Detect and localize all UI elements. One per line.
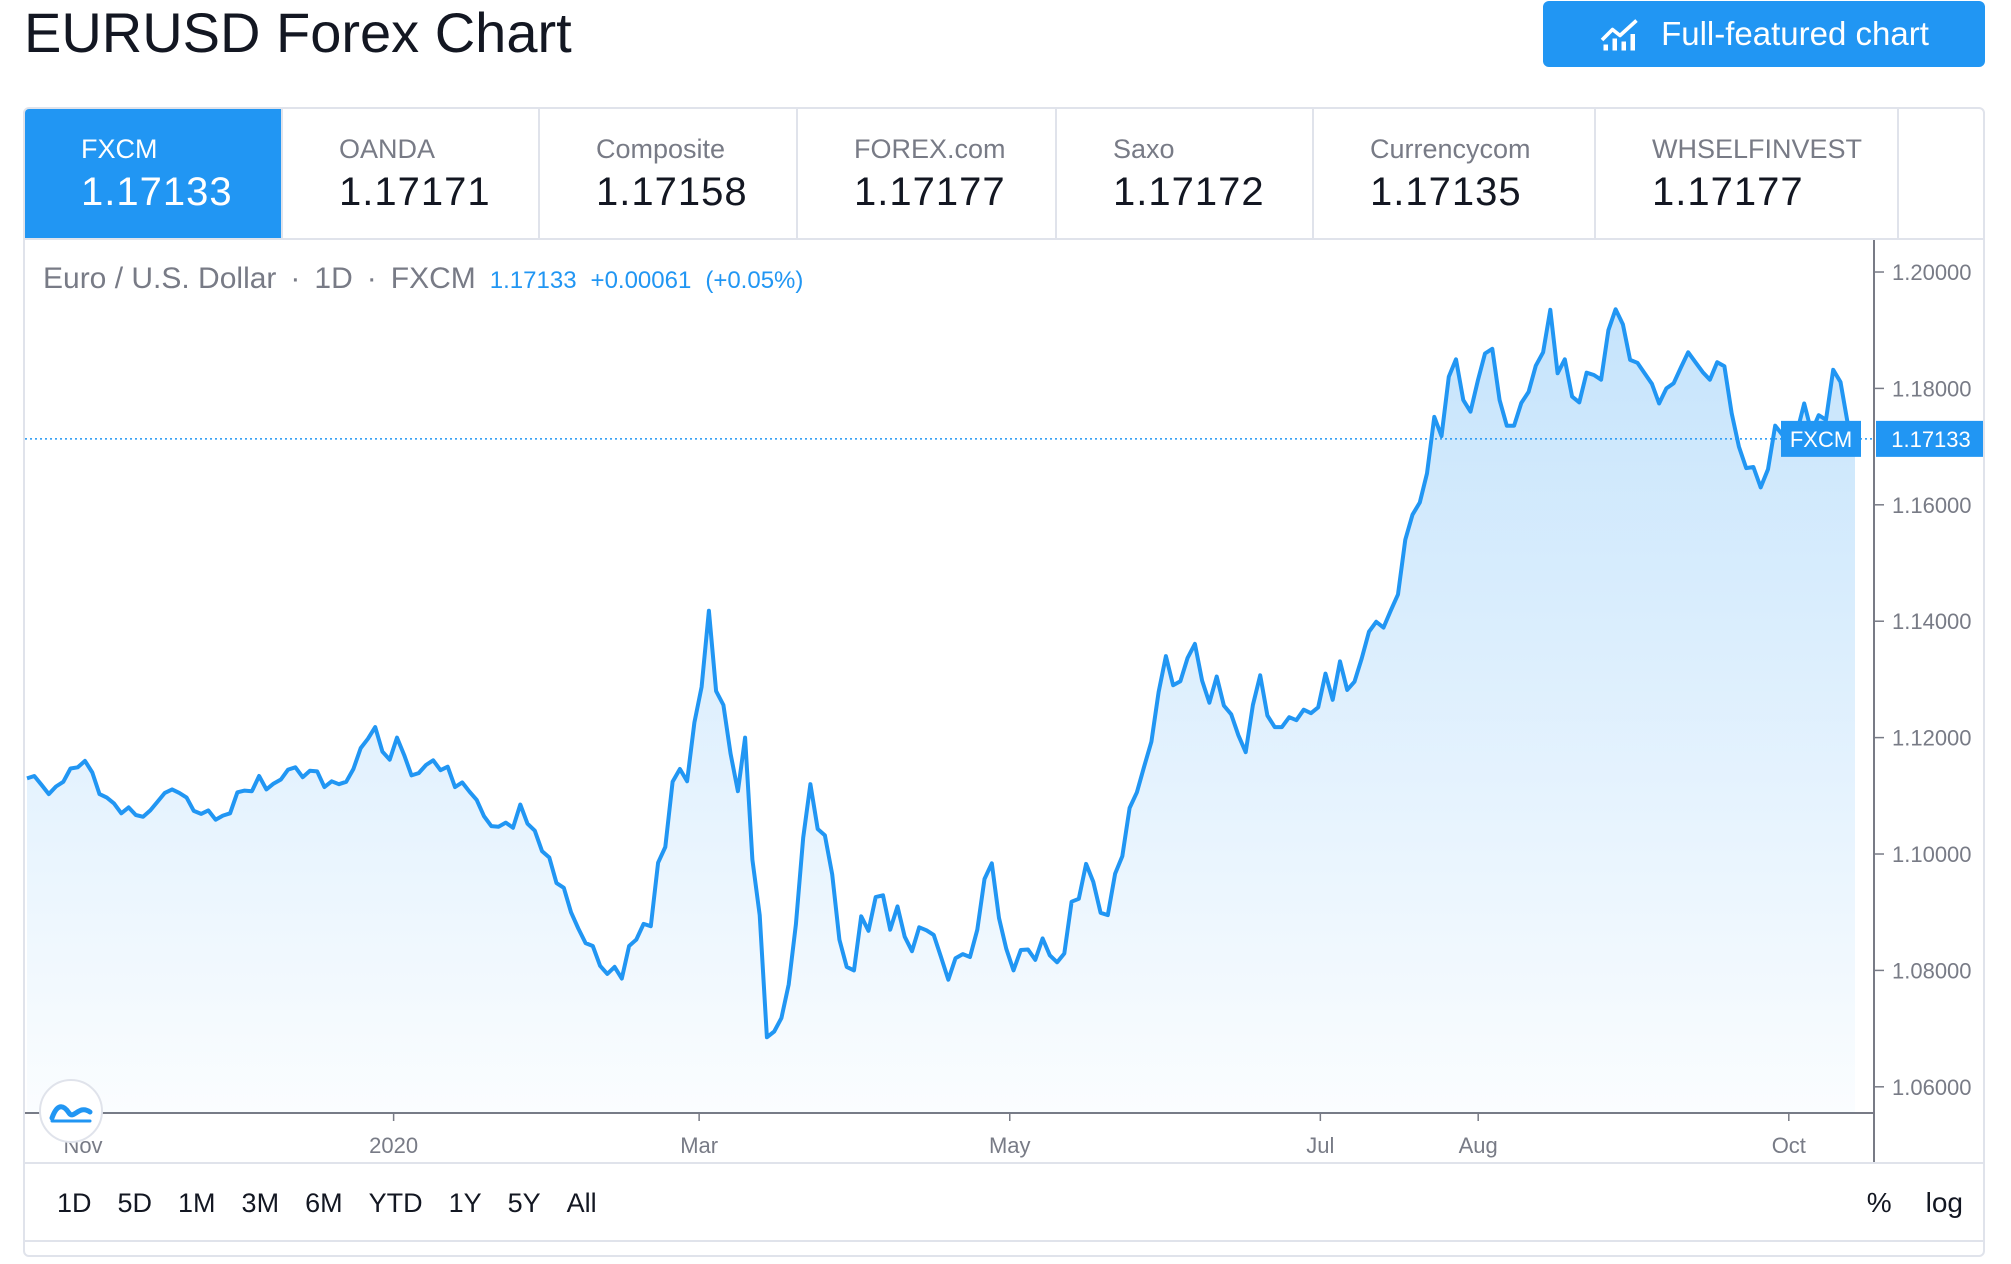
source-tabs: FXCM 1.17133 OANDA 1.17171 Composite 1.1… — [25, 109, 1983, 240]
tab-price: 1.17158 — [596, 170, 748, 214]
tab-forex-com[interactable]: FOREX.com 1.17177 — [798, 109, 1057, 238]
tab-name: OANDA — [339, 134, 436, 164]
legend-symbol: Euro / U.S. Dollar — [43, 262, 277, 295]
time-range-bar: 1D 5D 1M 3M 6M YTD 1Y 5Y All % log — [25, 1162, 1983, 1242]
tab-whselfinvest[interactable]: WHSELFINVEST 1.17177 — [1596, 109, 1899, 238]
price-line — [26, 307, 1857, 1040]
tab-name: FXCM — [81, 134, 158, 164]
chart-widget: FXCM 1.17133 OANDA 1.17171 Composite 1.1… — [23, 107, 1985, 1257]
log-scale-button[interactable]: log — [1925, 1187, 1963, 1218]
tab-name: Composite — [596, 134, 726, 164]
chart-area[interactable]: 1.20000 1.18000 1.16000 1.14000 1.12000 1.100… — [25, 240, 1985, 1162]
last-price-tag-name: FXCM — [1790, 427, 1852, 452]
tab-price: 1.17133 — [81, 170, 233, 214]
time-tick-label: Jul — [1306, 1133, 1334, 1158]
tab-price: 1.17177 — [1652, 170, 1804, 214]
time-tick-label: 2020 — [369, 1133, 418, 1158]
tradingview-logo-icon — [49, 1104, 93, 1123]
legend-interval: 1D — [314, 262, 353, 295]
tab-price: 1.17177 — [854, 170, 1006, 214]
price-tick-label: 1.14000 — [1892, 609, 1972, 634]
chart-legend: Euro / U.S. Dollar · 1D · FXCM 1.17133 +… — [43, 262, 803, 296]
tab-name: Saxo — [1113, 134, 1175, 164]
price-tick-label: 1.12000 — [1892, 726, 1972, 751]
time-tick-label: Mar — [680, 1133, 718, 1158]
tradingview-logo-button[interactable] — [39, 1079, 103, 1143]
chart-line-icon — [1600, 19, 1638, 51]
range-buttons: 1D 5D 1M 3M 6M YTD 1Y 5Y All — [57, 1164, 597, 1242]
legend-change-percent: (+0.05%) — [705, 267, 804, 294]
tab-price: 1.17135 — [1370, 170, 1522, 214]
last-price-tag: FXCM 1.17133 — [1781, 420, 1983, 457]
range-5d[interactable]: 5D — [117, 1187, 153, 1218]
percent-scale-button[interactable]: % — [1866, 1187, 1892, 1218]
price-tick-label: 1.06000 — [1892, 1075, 1972, 1100]
range-1y[interactable]: 1Y — [448, 1187, 482, 1218]
price-area-fill — [27, 309, 1855, 1113]
price-chart[interactable]: 1.20000 1.18000 1.16000 1.14000 1.12000 1.100… — [25, 240, 1985, 1162]
time-tick-label: May — [989, 1133, 1031, 1158]
range-all[interactable]: All — [566, 1187, 597, 1218]
price-tick-label: 1.20000 — [1892, 260, 1972, 285]
price-tick-label: 1.08000 — [1892, 958, 1972, 983]
tab-price: 1.17171 — [339, 170, 491, 214]
tab-composite[interactable]: Composite 1.17158 — [540, 109, 798, 238]
legend-separator: · — [366, 262, 377, 295]
full-featured-chart-button[interactable]: Full-featured chart — [1543, 1, 1985, 67]
legend-separator: · — [290, 262, 301, 295]
scale-buttons: % log — [1867, 1164, 1963, 1242]
time-tick-label: Oct — [1772, 1133, 1806, 1158]
tab-fxcm[interactable]: FXCM 1.17133 — [25, 109, 283, 238]
legend-source: FXCM — [390, 262, 476, 295]
range-1m[interactable]: 1M — [178, 1187, 216, 1218]
tab-saxo[interactable]: Saxo 1.17172 — [1057, 109, 1314, 238]
tab-price: 1.17172 — [1113, 170, 1265, 214]
legend-change: +0.00061 — [590, 267, 692, 294]
full-featured-chart-label: Full-featured chart — [1661, 15, 1929, 52]
last-price-tag-value: 1.17133 — [1891, 427, 1971, 452]
price-tick-label: 1.10000 — [1892, 842, 1972, 867]
tab-name: WHSELFINVEST — [1652, 134, 1863, 164]
page-title: EURUSD Forex Chart — [24, 1, 572, 64]
tab-name: FOREX.com — [854, 134, 1006, 164]
range-6m[interactable]: 6M — [305, 1187, 343, 1218]
range-1d[interactable]: 1D — [57, 1187, 92, 1218]
legend-last-price: 1.17133 — [489, 267, 577, 294]
price-tick-label: 1.16000 — [1892, 493, 1972, 518]
tab-currencycom[interactable]: Currencycom 1.17135 — [1314, 109, 1596, 238]
range-ytd[interactable]: YTD — [368, 1187, 423, 1218]
time-tick-label: Aug — [1459, 1133, 1498, 1158]
range-3m[interactable]: 3M — [241, 1187, 280, 1218]
price-tick-label: 1.18000 — [1892, 376, 1972, 401]
tab-oanda[interactable]: OANDA 1.17171 — [283, 109, 540, 238]
tab-name: Currencycom — [1370, 134, 1531, 164]
range-5y[interactable]: 5Y — [507, 1187, 541, 1218]
